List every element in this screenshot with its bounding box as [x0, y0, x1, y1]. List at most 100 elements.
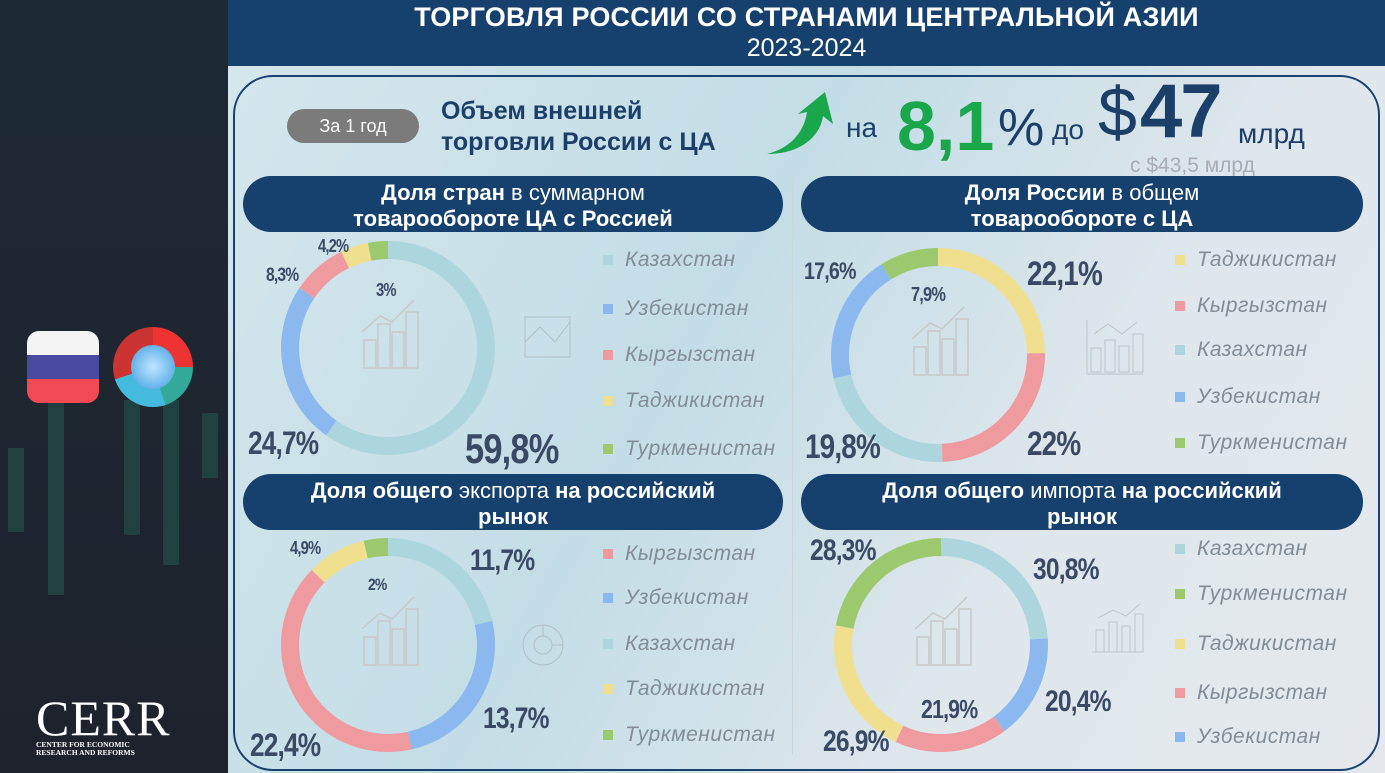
data-label: 59,8%	[465, 425, 559, 472]
legend-swatch	[603, 593, 613, 603]
legend-label: Кыргызстан	[1197, 294, 1328, 317]
russia-flag-icon	[27, 331, 99, 403]
donut-segment	[835, 538, 942, 629]
legend-item: Туркменистан	[603, 437, 776, 461]
donut-segment	[407, 620, 495, 750]
summary-headline: Объем внешней торговли России с ЦА	[441, 96, 716, 158]
title-line2: товарообороте ЦА с Россией	[353, 206, 673, 231]
data-label: 13,7%	[483, 702, 549, 735]
legend-item: Таджикистан	[603, 677, 765, 701]
legend-item: Таджикистан	[1175, 248, 1337, 272]
legend-swatch	[1175, 255, 1185, 265]
donut-chart-export-share	[281, 538, 495, 752]
legend-item: Узбекистан	[603, 297, 749, 321]
donut-chart-import-share	[834, 538, 1048, 752]
chart2-title: Доля России в общем товарообороте с ЦА	[801, 176, 1363, 232]
title-bold: Доля стран	[381, 180, 505, 205]
data-label: 3%	[376, 280, 397, 300]
data-label: 8,3%	[266, 265, 299, 286]
currency-sign: $	[1098, 73, 1137, 151]
donut-chart-russia-share	[831, 248, 1045, 462]
chart3-title: Доля общего экспорта на российский рынок	[243, 474, 783, 530]
headline-line2: торговли России с ЦА	[441, 128, 716, 156]
data-label: 2%	[368, 575, 387, 594]
legend-item: Туркменистан	[1175, 582, 1348, 606]
amount-unit: млрд	[1238, 118, 1305, 149]
bar-growth-icon	[1092, 603, 1144, 653]
divider	[792, 175, 793, 755]
page-title: ТОРГОВЛЯ РОССИИ СО СТРАНАМИ ЦЕНТРАЛЬНОЙ …	[414, 2, 1199, 32]
legend-swatch	[1175, 301, 1185, 311]
title-bold: Доля России	[964, 180, 1106, 205]
legend-item: Казахстан	[603, 248, 736, 272]
legend-swatch	[603, 350, 613, 360]
legend-label: Кыргызстан	[1197, 681, 1328, 704]
data-label: 19,8%	[805, 428, 881, 466]
legend-item: Таджикистан	[1175, 632, 1337, 656]
donut-chart-country-share	[281, 241, 495, 455]
title-rest: в общем	[1111, 180, 1200, 205]
background-bar	[48, 400, 64, 595]
title-line2: рынок	[478, 504, 548, 529]
page-header: ТОРГОВЛЯ РОССИИ СО СТРАНАМИ ЦЕНТРАЛЬНОЙ …	[228, 0, 1385, 66]
legend-label: Туркменистан	[1197, 582, 1348, 605]
legend-label: Таджикистан	[1197, 632, 1337, 655]
trade-amount: 47	[1140, 69, 1223, 154]
legend-swatch	[1175, 544, 1185, 554]
data-label: 21,9%	[921, 694, 978, 724]
data-label: 28,3%	[810, 534, 876, 567]
legend-swatch	[603, 304, 613, 314]
donut-segment	[281, 287, 337, 436]
legend-label: Таджикистан	[625, 677, 765, 700]
legend-label: Кыргызстан	[625, 343, 756, 366]
legend-label: Узбекистан	[625, 297, 749, 320]
bar-line-chart-icon	[1086, 320, 1144, 375]
data-label: 17,6%	[804, 258, 857, 285]
title-bold2: на российский	[555, 478, 716, 503]
title-line2: товарообороте с ЦА	[970, 206, 1194, 231]
donut-segment	[881, 248, 939, 280]
headline-line1: Объем внешней	[441, 97, 643, 125]
donut-segment	[833, 374, 943, 462]
legend-label: Таджикистан	[625, 389, 765, 412]
title-bold2: на российский	[1121, 478, 1282, 503]
legend-label: Таджикистан	[1197, 248, 1337, 271]
data-label: 22%	[1027, 425, 1081, 463]
donut-segment	[341, 242, 372, 269]
donut-segment	[363, 538, 389, 559]
left-sidebar: CERR CENTER FOR ECONOMIC RESEARCH AND REFO…	[0, 0, 228, 773]
data-label: 7,9%	[911, 284, 946, 306]
legend-label: Узбекистан	[1197, 385, 1321, 408]
legend-label: Узбекистан	[1197, 725, 1321, 748]
legend-item: Туркменистан	[1175, 431, 1348, 455]
pie-analysis-icon	[522, 624, 564, 666]
legend-swatch	[603, 444, 613, 454]
legend-label: Туркменистан	[1197, 431, 1348, 454]
donut-segment	[937, 248, 1045, 354]
growth-unit: %	[998, 99, 1045, 157]
legend-label: Туркменистан	[625, 437, 776, 460]
to-prefix: до	[1052, 114, 1084, 145]
page-years: 2023-2024	[746, 34, 867, 62]
data-label: 4,9%	[290, 538, 321, 558]
background-bar	[163, 400, 179, 565]
title-rest: импорта	[1030, 478, 1116, 503]
growth-prefix: на	[846, 112, 878, 143]
data-label: 11,7%	[470, 544, 535, 577]
title-line2: рынок	[1047, 504, 1117, 529]
legend-label: Узбекистан	[625, 586, 749, 609]
legend-item: Кыргызстан	[1175, 681, 1328, 705]
legend-swatch	[603, 549, 613, 559]
donut-segment	[299, 251, 350, 299]
bar-chart-growth-icon	[361, 299, 419, 369]
donut-segment	[993, 638, 1048, 732]
content-frame	[233, 75, 1380, 771]
central-asia-flags-globe-icon	[113, 327, 193, 407]
legend-swatch	[1175, 345, 1185, 355]
donut-segment	[367, 241, 389, 261]
data-label: 20,4%	[1045, 685, 1111, 718]
legend-swatch	[1175, 639, 1185, 649]
donut-segment	[895, 716, 1005, 752]
title-rest: в суммарном	[511, 180, 645, 205]
legend-label: Казахстан	[625, 248, 736, 271]
